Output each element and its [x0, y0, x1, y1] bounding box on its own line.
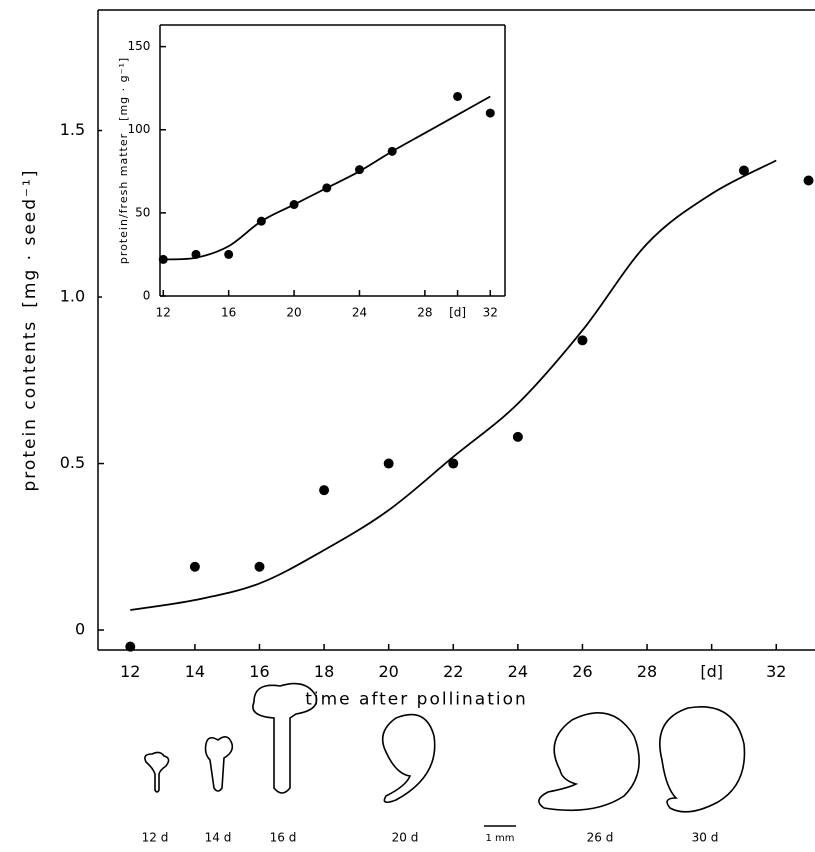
- embryo-12d: [144, 751, 170, 793]
- stage-label: 30 d: [692, 831, 719, 845]
- data-point: [383, 458, 394, 469]
- y-axis-label: protein/fresh matter [mg · g⁻¹]: [117, 57, 130, 264]
- y-axis-title: protein/fresh matter: [117, 133, 130, 264]
- y-tick-label: 1.0: [60, 287, 85, 306]
- fit-line: [130, 159, 777, 611]
- data-point: [189, 561, 200, 572]
- data-point: [512, 431, 523, 442]
- data-point: [803, 175, 814, 186]
- y-tick-label: 0: [143, 289, 151, 303]
- y-axis-unit: [mg · seed⁻¹]: [20, 169, 40, 308]
- x-tick-label: 12: [120, 662, 140, 681]
- y-tick-label: 0: [75, 620, 85, 639]
- x-tick-label: 24: [508, 662, 528, 681]
- data-point: [738, 165, 749, 176]
- stage-label: 20 d: [392, 831, 419, 845]
- x-tick-label: 20: [286, 305, 301, 319]
- y-tick-label: 0.5: [60, 453, 85, 472]
- x-tick-label: 18: [314, 662, 334, 681]
- x-tick-label: 24: [352, 305, 367, 319]
- embryo-14d: [204, 736, 234, 792]
- stage-label: 14 d: [205, 831, 232, 845]
- x-tick-label: 28: [637, 662, 657, 681]
- inset-background: [102, 17, 507, 318]
- data-point: [453, 91, 463, 101]
- x-tick-label: 32: [766, 662, 786, 681]
- x-tick-label: 20: [378, 662, 398, 681]
- data-point: [224, 249, 234, 259]
- y-tick-label: 50: [135, 205, 150, 219]
- y-axis-title: protein contents: [20, 320, 40, 492]
- embryo-26d: [538, 712, 640, 812]
- embryo-drawings: [144, 682, 746, 827]
- x-tick-label: [d]: [700, 662, 723, 681]
- data-point: [448, 458, 459, 469]
- data-point: [319, 485, 330, 496]
- x-tick-label: 14: [185, 662, 205, 681]
- y-axis-label: protein contents [mg · seed⁻¹]: [20, 169, 40, 492]
- stage-label: 26 d: [587, 831, 614, 845]
- x-tick-label: 28: [417, 305, 432, 319]
- x-tick-label: 16: [249, 662, 269, 681]
- stage-label: 12 d: [142, 831, 169, 845]
- x-tick-label: 22: [443, 662, 463, 681]
- embryo-20d: [381, 713, 436, 804]
- y-tick-label: 1.5: [60, 120, 85, 139]
- scale-bar-label: 1 mm: [485, 833, 514, 844]
- x-tick-label: [d]: [449, 305, 466, 319]
- y-tick-label: 100: [127, 122, 150, 136]
- y-tick-label: 150: [127, 39, 150, 53]
- fit-line: [163, 95, 491, 261]
- embryo-30d: [659, 706, 746, 813]
- data-point: [577, 335, 588, 346]
- stage-label: 16 d: [270, 831, 297, 845]
- data-point: [125, 641, 136, 652]
- x-tick-label: 16: [221, 305, 236, 319]
- embryo-16d: [252, 682, 318, 794]
- data-point: [485, 108, 495, 118]
- x-tick-label: 26: [572, 662, 592, 681]
- x-axis-label: time after pollination: [305, 690, 528, 710]
- x-tick-label: 12: [156, 305, 171, 319]
- x-tick-label: 32: [483, 305, 498, 319]
- y-axis-unit: [mg · g⁻¹]: [117, 57, 130, 121]
- data-point: [254, 561, 265, 572]
